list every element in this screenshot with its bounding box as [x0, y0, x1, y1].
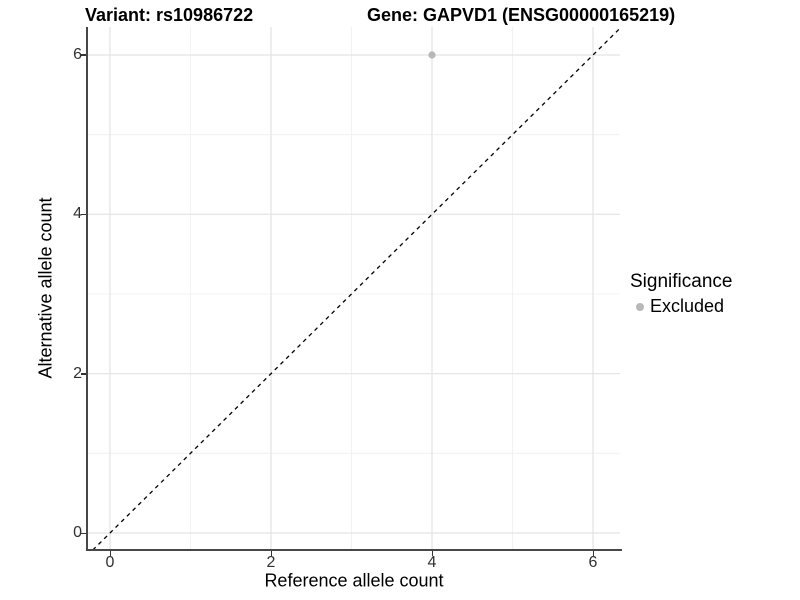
x-tick-label: 2	[266, 554, 276, 571]
legend: Significance Excluded	[630, 271, 732, 317]
y-axis-title: Alternative allele count	[35, 197, 56, 379]
legend-items: Excluded	[630, 296, 732, 317]
x-tick-mark	[270, 551, 272, 556]
y-tick-mark	[81, 532, 86, 534]
y-tick-label: 4	[73, 205, 82, 223]
y-axis-line	[86, 27, 88, 551]
x-axis-line	[86, 549, 622, 551]
x-tick-label: 6	[588, 554, 598, 571]
y-tick-mark	[81, 213, 86, 216]
legend-item-excluded: Excluded	[630, 296, 732, 317]
plot-panel	[88, 27, 620, 550]
x-axis-title: Reference allele count	[264, 570, 444, 591]
x-tick-mark	[109, 551, 111, 556]
x-tick-label: 4	[427, 554, 437, 571]
plot-panel-canvas	[88, 27, 620, 550]
legend-point-icon	[636, 302, 644, 311]
y-tick-label: 0	[73, 524, 82, 541]
x-tick-label: 0	[105, 554, 115, 571]
x-tick-mark	[592, 551, 594, 556]
legend-item-label: Excluded	[650, 296, 725, 316]
y-tick-mark	[81, 54, 86, 56]
y-tick-mark	[81, 373, 86, 375]
y-tick-label: 2	[73, 364, 82, 382]
x-tick-mark	[431, 551, 433, 556]
data-point	[428, 51, 436, 59]
identity-dashed-line	[92, 27, 620, 550]
plot-title-variant: Variant: rs10986722	[85, 5, 254, 25]
y-tick-label: 6	[73, 45, 82, 63]
plot-title-gene: Gene: GAPVD1 (ENSG00000165219)	[367, 5, 676, 25]
legend-title: Significance	[630, 271, 733, 292]
